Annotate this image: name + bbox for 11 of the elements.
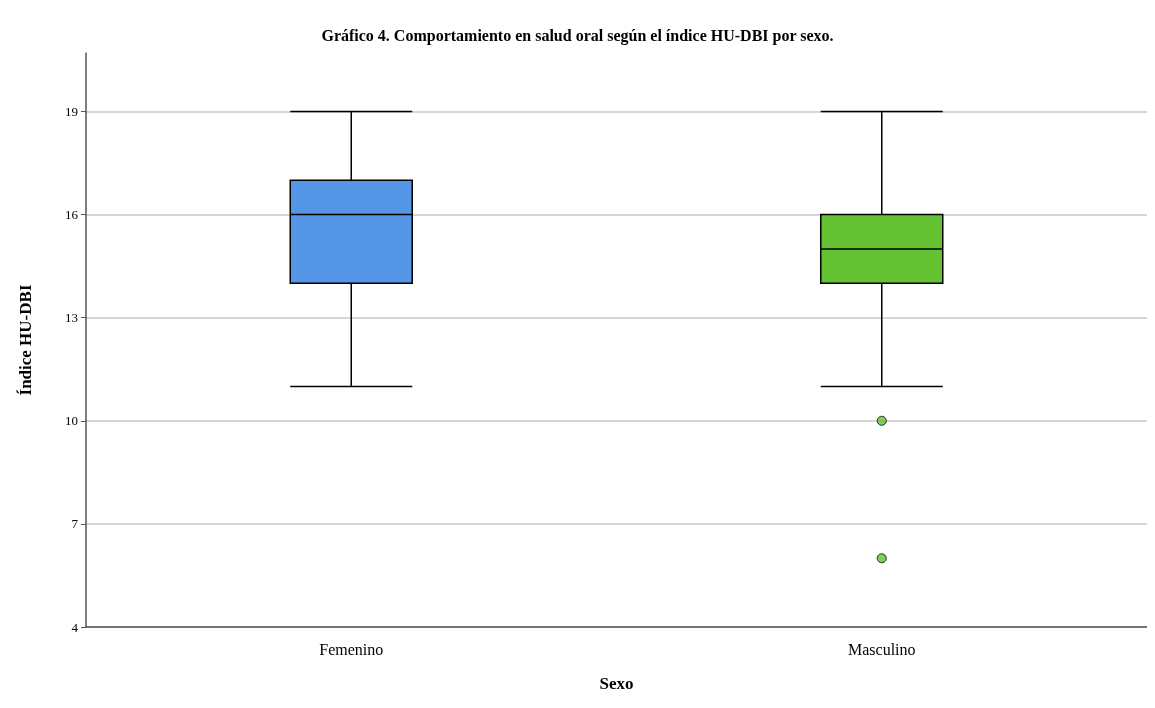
chart-title: Gráfico 4. Comportamiento en salud oral según el índice HU-DBI por sexo. xyxy=(321,26,834,45)
y-tick-label: 19 xyxy=(65,103,78,119)
y-tick-label: 10 xyxy=(65,413,78,429)
x-axis-title: Sexo xyxy=(599,674,634,693)
x-tick-label: Femenino xyxy=(319,640,384,658)
y-tick-label: 13 xyxy=(65,310,78,326)
y-tick-label: 16 xyxy=(65,207,79,223)
y-tick-label: 4 xyxy=(71,619,79,635)
y-tick-label: 7 xyxy=(71,516,79,532)
x-tick-label: Masculino xyxy=(847,640,916,658)
y-axis-title: Índice HU-DBI xyxy=(16,284,35,396)
